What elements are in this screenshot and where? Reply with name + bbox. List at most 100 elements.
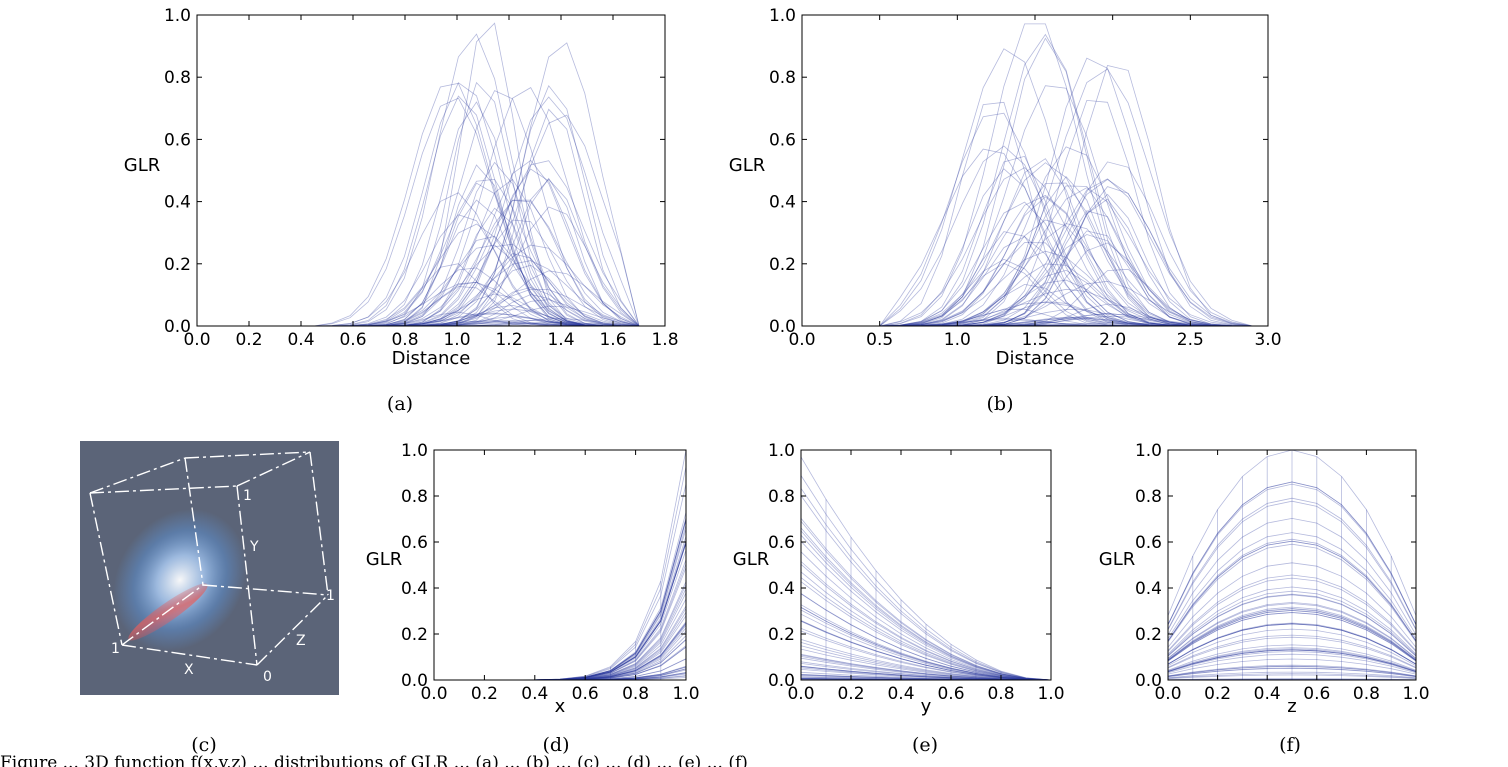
series-line [879,68,1253,327]
series-line [1167,609,1417,661]
series-line [1167,481,1417,625]
x-tick-label: 0.8 [987,684,1014,704]
series-line [1167,678,1417,680]
series-line [1167,667,1417,678]
y-tick-label: 0.4 [769,193,796,213]
x-tick-label: 0.2 [1204,684,1231,704]
series-line [434,559,687,681]
series-line [314,90,640,327]
x-tick-label: 0.0 [787,684,814,704]
series-line [879,155,1253,327]
subfigure-label-f: (f) [1279,734,1301,756]
series-line [1167,622,1417,665]
x-tick-label: 0.2 [837,684,864,704]
subfigure-label-e: (e) [912,734,938,756]
subfigure-label-b: (b) [987,393,1014,415]
series-line [800,639,1052,681]
plot-frame-f [1167,449,1417,681]
series-line [1167,601,1417,659]
y-tick-label: 0.8 [164,68,191,88]
series-line [800,527,1052,681]
cube-panel: 1 1 1 0 X Y Z [80,441,339,695]
series-line [800,661,1052,681]
series-line [1167,649,1417,672]
series-line [1167,562,1417,648]
series-line [1167,610,1417,661]
chart-panel-a: 0.0 0.2 0.4 0.6 0.8 1.0 1.2 1.4 1.6 1.8 0.0 0.2 0.4 0… [124,6,679,415]
y-tick-label: 0.6 [164,130,191,150]
series-line [1167,644,1417,671]
y-tick-label: 0.2 [164,255,191,275]
series-line [800,607,1052,681]
x-tick-label: 1.2 [495,330,522,350]
y-tick-label: 0.0 [164,317,191,337]
series-line [800,620,1052,681]
y-tick-label: 0.0 [401,671,428,691]
series-line [1167,611,1417,662]
series-line [800,593,1052,681]
x-tick-label: 0.0 [183,330,210,350]
y-tick-label: 0.8 [1135,487,1162,507]
series-line [313,33,640,327]
x-axis-label: Distance [996,348,1075,369]
series-group-a [313,22,640,327]
series-line [800,609,1052,681]
y-tick-label: 0.2 [768,625,795,645]
y-tick-label: 0.6 [401,533,428,553]
series-line [1167,574,1417,651]
series-line [879,57,1253,327]
x-tick-label: 1.0 [672,684,699,704]
series-line [1167,543,1417,643]
series-line [1167,586,1417,655]
series-line [1167,481,1417,625]
x-tick-label: 0.0 [420,684,447,704]
cube-x-label: X [184,662,194,678]
series-line [1167,623,1417,665]
chart-panel-e: 0.0 0.2 0.4 0.6 0.8 1.0 0.0 0.2 0.4 0.6 0.8 1.0 y GLR… [733,441,1065,756]
subfigure-label-c: (c) [191,734,216,756]
series-line [800,488,1052,681]
series-line [800,561,1052,681]
series-line [879,236,1253,327]
density-glow [113,509,247,651]
y-tick-label: 1.0 [1135,441,1162,461]
subfigure-label-d: (d) [543,734,570,756]
series-line [1167,651,1417,673]
series-line [1167,538,1417,641]
chart-panel-d: 0.0 0.2 0.4 0.6 0.8 1.0 0.0 0.2 0.4 0.6 0.8 1.0 x GLR… [366,441,700,756]
series-line [879,23,1253,327]
x-tick-label: 0.6 [572,684,599,704]
series-line [879,37,1253,327]
series-line [434,528,687,681]
chart-panel-b: 0.0 0.5 1.0 1.5 2.0 2.5 3.0 0.0 0.2 0.4 0.6 0.8 1.0 D… [729,6,1282,415]
y-tick-label: 1.0 [769,6,796,26]
series-line [1167,497,1417,630]
series-line [1167,590,1417,656]
series-line [1167,673,1417,679]
series-line [1167,647,1417,672]
x-tick-label: 1.5 [1021,330,1048,350]
x-tick-label: 0.0 [788,330,815,350]
series-line [800,517,1052,681]
series-line [800,613,1052,681]
series-line [313,82,639,327]
series-line [800,563,1052,681]
series-line [800,645,1052,681]
y-axis-label: GLR [733,549,769,570]
series-line [800,630,1052,681]
series-line [1167,517,1417,636]
y-axis-label: GLR [366,549,402,570]
series-line [434,466,687,681]
y-tick-label: 0.0 [1135,671,1162,691]
series-group-e [800,456,1052,681]
plot-frame-d [433,449,687,681]
series-line [879,182,1253,327]
series-line [1167,649,1417,672]
series-line [1167,612,1417,662]
series-line [1167,649,1417,672]
series-line [1167,500,1417,631]
series-line [800,648,1052,681]
x-tick-label: 0.0 [1154,684,1181,704]
series-line [800,571,1052,681]
y-tick-label: 0.6 [768,533,795,553]
